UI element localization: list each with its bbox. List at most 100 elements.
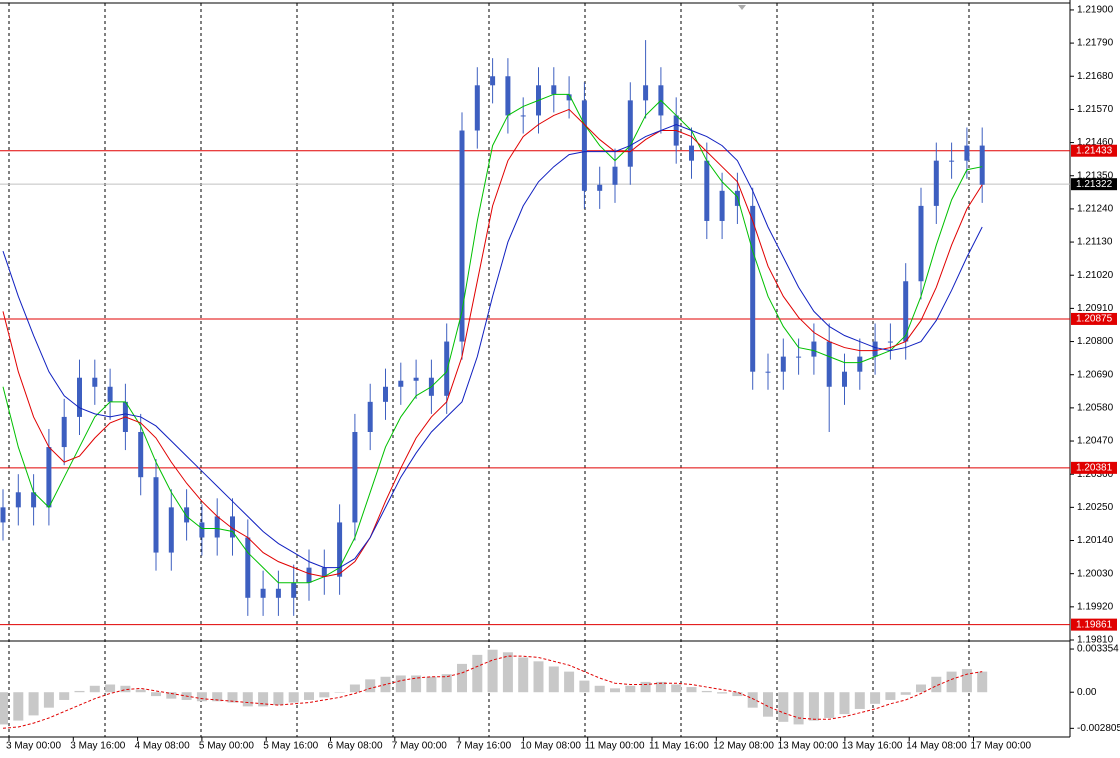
candle-body	[321, 567, 327, 577]
macd-bar	[89, 685, 100, 693]
candle-body	[903, 281, 909, 342]
macd-bar	[671, 684, 682, 693]
macd-bar	[717, 692, 728, 694]
candle-body	[780, 356, 786, 372]
y-tick-label: 1.21130	[1077, 237, 1113, 248]
candle-body	[474, 85, 480, 131]
macd-bar	[105, 684, 116, 693]
y-tick-label: 1.21240	[1077, 204, 1114, 215]
candle-body	[842, 371, 847, 387]
candle-body	[77, 377, 82, 417]
x-tick-label: 6 May 08:00	[328, 741, 383, 752]
candle-body	[933, 160, 939, 206]
macd-bar	[151, 692, 161, 697]
macd-bar	[227, 692, 238, 703]
y-tick-label: 1.20690	[1077, 369, 1114, 380]
macd-bar	[487, 649, 498, 693]
x-tick-label: 13 May 16:00	[842, 741, 903, 752]
candle-body	[413, 377, 419, 381]
macd-bar	[334, 692, 345, 693]
level-label-box	[1071, 461, 1117, 474]
y-tick-label: 1.21460	[1077, 137, 1114, 148]
macd-bar	[43, 692, 54, 708]
candle-body	[184, 507, 190, 523]
candle-body	[719, 190, 725, 221]
x-tick-label: 13 May 00:00	[778, 741, 839, 752]
candle-body	[689, 145, 694, 161]
macd-bar	[946, 671, 957, 693]
macd-bar	[977, 671, 988, 693]
candle-body	[949, 160, 955, 162]
candle-body	[627, 100, 633, 167]
y-tick-label: 1.21570	[1077, 104, 1114, 115]
level-label: 1.19861	[1076, 619, 1113, 630]
y-tick-label: -0.002805	[1077, 723, 1120, 734]
macd-bar	[763, 692, 773, 717]
macd-bar	[870, 692, 881, 704]
candle-body	[979, 145, 985, 185]
macd-bar	[579, 680, 590, 693]
y-tick-label: 1.20580	[1077, 403, 1114, 414]
candle-body	[306, 567, 312, 583]
macd-bar	[120, 685, 131, 693]
shift-marker	[738, 5, 746, 10]
macd-bar	[411, 675, 422, 693]
x-tick-label: 5 May 00:00	[199, 741, 254, 752]
candle-body	[643, 85, 649, 101]
macd-bar	[441, 674, 452, 693]
macd-bar	[242, 692, 253, 707]
candle-body	[337, 522, 343, 577]
moving-average	[2, 108, 983, 578]
candle-body	[46, 447, 52, 508]
candle-body	[597, 184, 603, 191]
macd-bar	[135, 689, 146, 693]
macd-bar	[854, 692, 865, 709]
x-tick-label: 3 May 00:00	[6, 741, 61, 752]
x-tick-label: 3 May 16:00	[70, 741, 125, 752]
macd-bar	[625, 685, 636, 693]
candle-body	[383, 386, 388, 402]
candle-body	[444, 341, 450, 396]
y-tick-label: 1.20140	[1077, 535, 1114, 546]
candle-body	[887, 341, 893, 343]
candle-body	[153, 477, 159, 553]
macd-bar	[564, 671, 575, 693]
level-label-box	[1071, 312, 1117, 325]
macd-bar	[824, 692, 835, 718]
macd-bar	[0, 692, 8, 725]
candle-body	[107, 386, 113, 402]
candle-body	[459, 130, 465, 342]
moving-average	[2, 123, 983, 569]
x-tick-label: 7 May 16:00	[456, 741, 511, 752]
macd-bar	[349, 684, 360, 693]
candle-body	[398, 380, 404, 387]
macd-bar	[426, 676, 437, 693]
level-label-box	[1071, 618, 1117, 631]
macd-bar	[212, 692, 223, 702]
candle-body	[0, 507, 6, 523]
macd-bar	[365, 679, 376, 693]
y-tick-label: 1.20470	[1077, 436, 1114, 447]
last-price-box	[1071, 178, 1117, 191]
last-price-label: 1.21322	[1076, 179, 1113, 190]
y-tick-label: 1.19920	[1077, 601, 1114, 612]
macd-bar	[304, 692, 314, 700]
x-tick-label: 10 May 08:00	[520, 741, 581, 752]
candle-body	[92, 377, 98, 387]
candle-body	[291, 582, 297, 598]
x-tick-label: 11 May 00:00	[585, 741, 645, 752]
macd-bar	[533, 661, 544, 693]
macd-bar	[732, 692, 743, 697]
macd-bar	[196, 692, 207, 702]
level-label: 1.20381	[1076, 463, 1113, 474]
macd-bar	[793, 692, 804, 725]
x-tick-label: 17 May 00:00	[971, 741, 1032, 752]
candle-body	[520, 115, 526, 117]
y-tick-label: 1.21790	[1077, 38, 1114, 49]
candle-body	[15, 492, 21, 508]
macd-bar	[13, 692, 24, 721]
macd-bar	[900, 692, 911, 695]
macd-bar	[166, 692, 177, 699]
candle-body	[918, 205, 924, 282]
macd-bar	[640, 681, 651, 693]
